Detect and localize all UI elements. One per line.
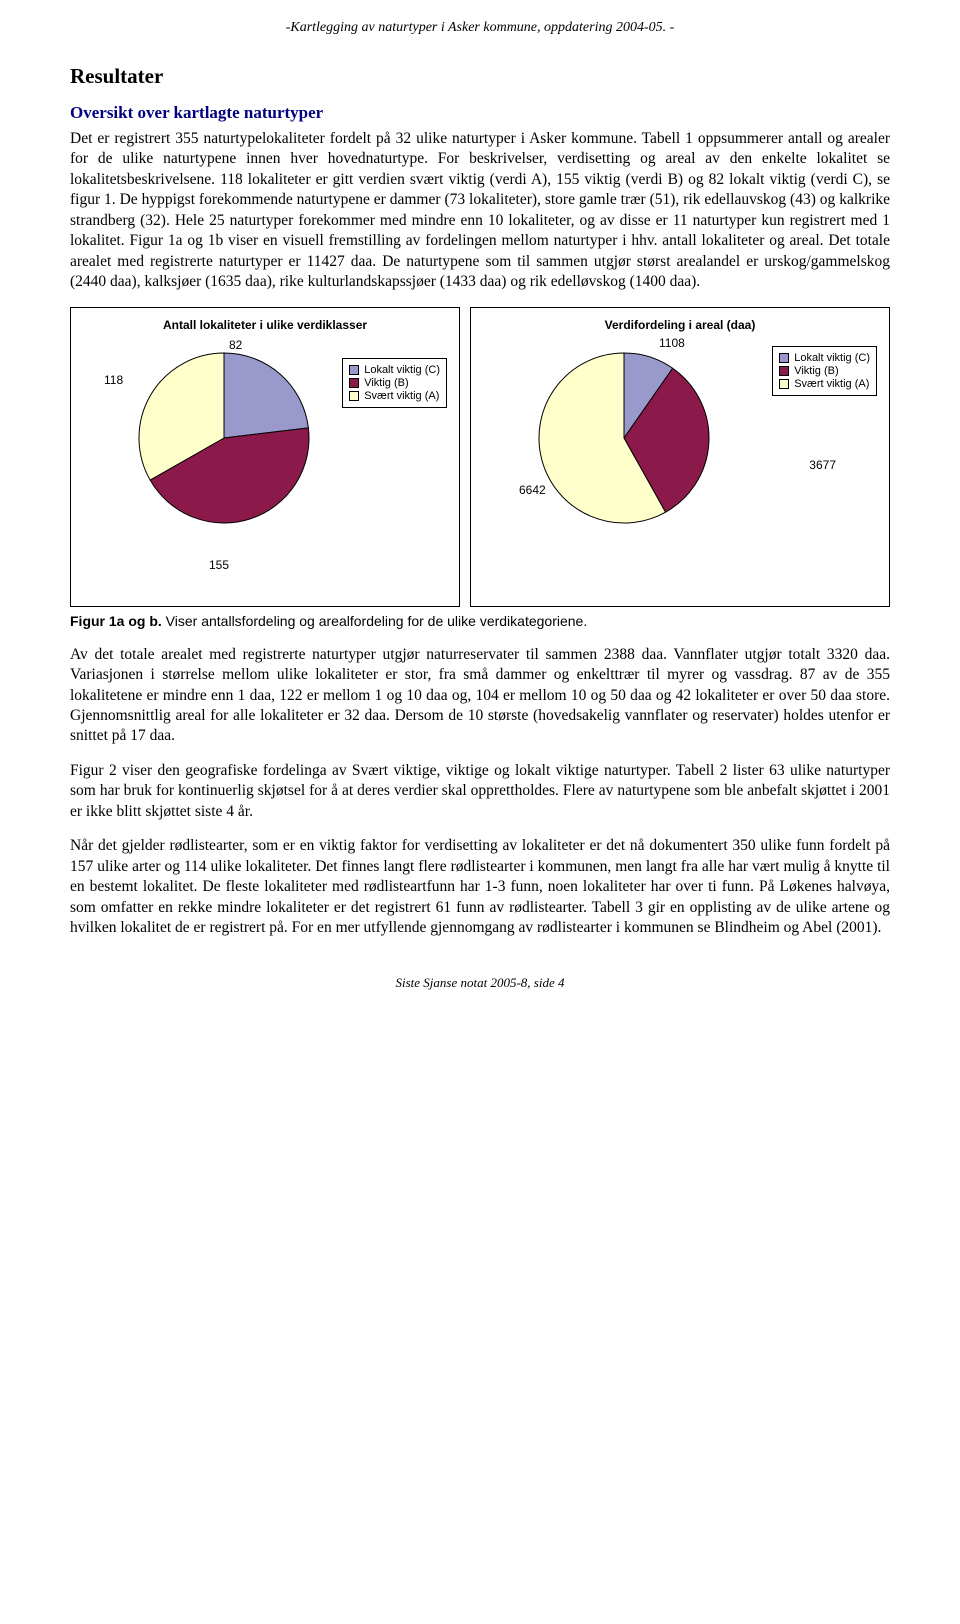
chart-b-label-3677: 3677: [809, 458, 836, 472]
legend-swatch: [349, 365, 359, 375]
subsection-title: Oversikt over kartlagte naturtyper: [70, 103, 890, 123]
paragraph-2: Av det totale arealet med registrerte na…: [70, 645, 890, 747]
chart-b-wrap: 1108 3677 6642 Lokalt viktig (C) Viktig …: [479, 338, 881, 578]
legend-row: Lokalt viktig (C): [349, 364, 440, 376]
charts-row: Antall lokaliteter i ulike verdiklasser …: [70, 307, 890, 607]
legend-label: Viktig (B): [794, 365, 838, 377]
chart-b-box: Verdifordeling i areal (daa) 1108 3677 6…: [470, 307, 890, 607]
page-header: -Kartlegging av naturtyper i Asker kommu…: [70, 20, 890, 36]
legend-swatch: [779, 366, 789, 376]
paragraph-1: Det er registrert 355 naturtypelokalitet…: [70, 129, 890, 293]
legend-row: Svært viktig (A): [779, 378, 870, 390]
chart-b-title: Verdifordeling i areal (daa): [479, 318, 881, 332]
legend-swatch: [349, 378, 359, 388]
legend-label: Lokalt viktig (C): [364, 364, 440, 376]
chart-a-label-118: 118: [104, 373, 123, 387]
legend-swatch: [779, 379, 789, 389]
legend-row: Viktig (B): [349, 377, 440, 389]
chart-b-label-1108: 1108: [659, 336, 685, 350]
legend-label: Lokalt viktig (C): [794, 352, 870, 364]
paragraph-4: Når det gjelder rødlistearter, som er en…: [70, 836, 890, 938]
chart-a-pie: [134, 348, 314, 528]
chart-b-pie: [534, 348, 714, 528]
chart-a-label-82: 82: [229, 338, 242, 352]
legend-swatch: [349, 391, 359, 401]
figure-caption-bold: Figur 1a og b.: [70, 613, 162, 629]
legend-row: Lokalt viktig (C): [779, 352, 870, 364]
chart-b-legend: Lokalt viktig (C) Viktig (B) Svært vikti…: [772, 346, 877, 396]
chart-a-title: Antall lokaliteter i ulike verdiklasser: [79, 318, 451, 332]
figure-caption-rest: Viser antallsfordeling og arealfordeling…: [162, 613, 587, 629]
legend-row: Viktig (B): [779, 365, 870, 377]
chart-a-label-155: 155: [209, 558, 229, 572]
figure-caption: Figur 1a og b. Viser antallsfordeling og…: [70, 613, 890, 629]
page-footer: Siste Sjanse notat 2005-8, side 4: [70, 975, 890, 991]
legend-swatch: [779, 353, 789, 363]
legend-row: Svært viktig (A): [349, 390, 440, 402]
legend-label: Viktig (B): [364, 377, 408, 389]
chart-b-label-6642: 6642: [519, 483, 546, 497]
chart-a-box: Antall lokaliteter i ulike verdiklasser …: [70, 307, 460, 607]
chart-a-legend: Lokalt viktig (C) Viktig (B) Svært vikti…: [342, 358, 447, 408]
legend-label: Svært viktig (A): [794, 378, 869, 390]
chart-a-wrap: 82 118 155 Lokalt viktig (C) Viktig (B) …: [79, 338, 451, 578]
paragraph-3: Figur 2 viser den geografiske fordelinga…: [70, 761, 890, 822]
section-title: Resultater: [70, 64, 890, 89]
legend-label: Svært viktig (A): [364, 390, 439, 402]
